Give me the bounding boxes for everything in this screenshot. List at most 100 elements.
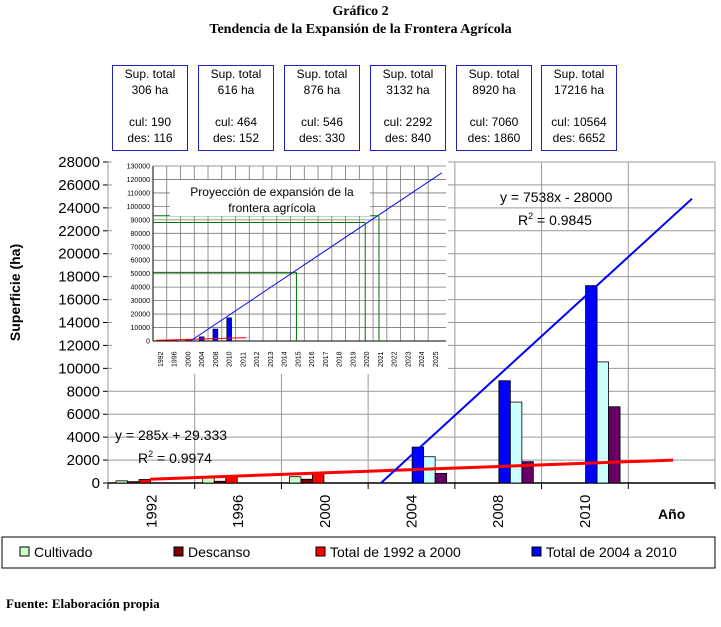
inset-tick-label-y: 20000	[131, 312, 151, 319]
inset-tick-label-y: 130000	[127, 164, 150, 171]
y-axis-label: Superficie (ha)	[7, 244, 23, 341]
box-cul: cul: 190	[128, 115, 172, 129]
inset-tick-label-x: 2019	[350, 351, 357, 367]
tick-label-y: 18000	[58, 269, 100, 286]
summary-box: Sup. total 876 ha cul: 546 des: 330	[284, 65, 360, 151]
chart-title: Gráfico 2	[332, 4, 389, 19]
bar-descanso	[213, 480, 227, 484]
tick-label-x: 2000	[317, 495, 334, 528]
bar-cultivado	[509, 401, 523, 484]
box-cul: cul: 464	[214, 115, 258, 129]
bar-total-de-2004-a-2010	[585, 285, 598, 484]
legend-label: Total de 2004 a 2010	[546, 544, 677, 560]
inset-tick-label-x: 2013	[268, 351, 275, 367]
trend-equation-red: y = 285x + 29.333	[115, 427, 227, 443]
box-des: des: 6652	[552, 131, 606, 145]
trend-r2-blue: R2 = 0.9845	[518, 211, 592, 228]
summary-box: Sup. total 616 ha cul: 464 des: 152	[198, 65, 274, 151]
bar-total-de-1992-a-2000	[138, 479, 151, 484]
chart-subtitle: Tendencia de la Expansión de la Frontera…	[209, 22, 512, 37]
bar-cultivado	[596, 361, 609, 484]
source-note: Fuente: Elaboración propia	[6, 596, 160, 611]
inset-tick-label-y: 80000	[131, 231, 151, 238]
summary-box: Sup. total 3132 ha cul: 2292 des: 840	[370, 65, 446, 151]
box-sup: Sup. total	[296, 67, 348, 81]
tick-label-y: 8000	[67, 383, 100, 400]
legend-swatch	[531, 546, 542, 557]
inset-tick-label-y: 110000	[127, 190, 150, 197]
box-sup: Sup. total	[124, 67, 176, 81]
inset-tick-label-x: 2015	[295, 351, 302, 367]
inset-tick-label-x: 2023	[405, 351, 412, 367]
trendline-red	[149, 458, 674, 481]
box-total: 876 ha	[303, 83, 341, 97]
inset-bar	[185, 339, 191, 342]
legend-swatch	[315, 546, 326, 557]
tick-label-y: 2000	[67, 452, 100, 469]
inset-tick-label-x: 2018	[337, 351, 344, 367]
inset-tick-label-x: 2004	[199, 351, 206, 367]
inset-tick-label-y: 30000	[131, 298, 151, 305]
inset-tick-label-x: 2012	[254, 351, 261, 367]
box-total: 306 ha	[131, 83, 169, 97]
inset-tick-label-y: 120000	[127, 177, 150, 184]
box-sup: Sup. total	[382, 67, 434, 81]
inset-tick-label-x: 2021	[378, 351, 385, 367]
tick-label-x: 1992	[143, 495, 160, 528]
legend-label: Descanso	[188, 544, 250, 560]
box-total: 8920 ha	[472, 83, 516, 97]
inset-title-line1: Proyección de expansión de la	[190, 185, 354, 199]
inset-trendline-red	[155, 337, 247, 341]
tick-label-x: 2008	[490, 495, 507, 528]
tick-label-y: 24000	[58, 200, 100, 217]
inset-tick-label-y: 60000	[131, 258, 151, 265]
box-total: 17216 ha	[553, 83, 605, 97]
inset-tick-label-x: 2017	[323, 351, 330, 367]
tick-label-y: 16000	[58, 292, 100, 309]
bar-descanso	[127, 481, 140, 484]
box-sup: Sup. total	[210, 67, 262, 81]
inset-tick-label-y: 90000	[131, 217, 151, 224]
trend-r2-red: R2 = 0.9974	[138, 449, 212, 466]
inset-tick-label-y: 40000	[131, 285, 151, 292]
inset-tick-label-y: 10000	[131, 325, 151, 332]
inset-title-line2: frontera agrícola	[228, 201, 316, 215]
inset-tick-label-x: 2016	[309, 351, 316, 367]
bar-descanso	[434, 472, 448, 484]
inset-trendline-blue	[190, 172, 443, 342]
box-des: des: 116	[127, 131, 173, 145]
inset-bar	[212, 328, 219, 342]
tick-label-y: 20000	[58, 246, 100, 263]
inset-tick-label-x: 2010	[227, 351, 234, 367]
box-cul: cul: 10564	[551, 115, 607, 129]
inset-tick-label-x: 2024	[419, 351, 426, 367]
tick-label-y: 6000	[67, 406, 100, 423]
inset-tick-label-y: 0	[146, 339, 150, 346]
legend-swatch	[19, 546, 30, 557]
box-des: des: 152	[212, 131, 260, 145]
summary-box: Sup. total 306 ha cul: 190 des: 116	[112, 65, 188, 151]
inset-tick-label-x: 1996	[172, 351, 179, 367]
bar-cultivado	[115, 480, 128, 484]
legend	[1, 536, 716, 569]
tick-label-y: 12000	[58, 337, 100, 354]
box-des: des: 840	[384, 131, 432, 145]
inset-tick-label-x: 2000	[185, 351, 192, 367]
tick-label-y: 10000	[58, 360, 100, 377]
box-cul: cul: 546	[300, 115, 344, 129]
inset-tick-label-x: 2020	[364, 351, 371, 367]
trendline-blue	[380, 197, 693, 484]
summary-box: Sup. total 17216 ha cul: 10564 des: 6652	[541, 65, 617, 151]
tick-label-y: 14000	[58, 315, 100, 332]
tick-label-x: 2010	[577, 495, 594, 528]
inset-tick-label-x: 1992	[158, 351, 165, 367]
tick-label-y: 0	[92, 475, 100, 492]
tick-label-x: 2004	[404, 495, 421, 528]
tick-label-y: 22000	[58, 223, 100, 240]
box-sup: Sup. total	[553, 67, 605, 81]
inset-tick-label-y: 100000	[127, 204, 150, 211]
bar-descanso	[608, 406, 621, 484]
box-des: des: 330	[298, 131, 346, 145]
summary-box: Sup. total 8920 ha cul: 7060 des: 1860	[456, 65, 532, 151]
